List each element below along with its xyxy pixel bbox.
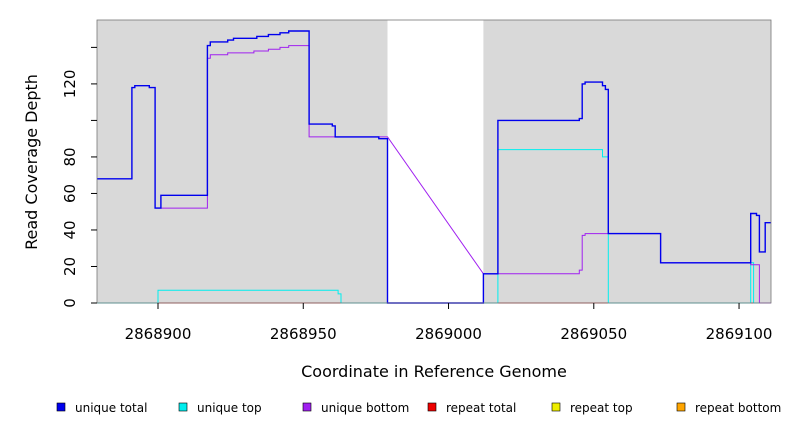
- legend-swatch: [551, 402, 561, 412]
- y-tick-label: 120: [61, 70, 79, 99]
- legend-swatch: [302, 402, 312, 412]
- legend-label: unique top: [197, 401, 262, 415]
- legend-swatch: [427, 402, 437, 412]
- legend-label: repeat bottom: [695, 401, 781, 415]
- plot-frame: [96, 19, 772, 304]
- legend-swatch: [56, 402, 66, 412]
- legend-label: repeat total: [446, 401, 516, 415]
- y-tick-label: 60: [61, 184, 79, 203]
- legend-item: unique top: [178, 401, 262, 415]
- y-tick-label: 0: [61, 298, 79, 308]
- y-axis-label: Read Coverage Depth: [22, 74, 41, 250]
- legend-label: unique total: [75, 401, 147, 415]
- legend-label: unique bottom: [321, 401, 409, 415]
- x-tick-label: 2869100: [706, 325, 773, 343]
- x-tick-label: 2868950: [270, 325, 337, 343]
- x-tick-label: 2869050: [560, 325, 627, 343]
- legend-item: unique total: [56, 401, 147, 415]
- y-tick-label: 80: [61, 147, 79, 166]
- series-line-unique-total: [97, 30, 771, 304]
- x-axis-label: Coordinate in Reference Genome: [301, 362, 567, 381]
- y-tick-label: 20: [61, 257, 79, 276]
- legend-label: repeat top: [570, 401, 633, 415]
- legend-swatch: [178, 402, 188, 412]
- legend-item: unique bottom: [302, 401, 409, 415]
- legend-item: repeat total: [427, 401, 516, 415]
- gap-regions: [387, 20, 484, 303]
- legend: unique total unique top unique bottom repea…: [56, 401, 781, 415]
- legend-item: repeat top: [551, 401, 633, 415]
- axes: 2868900 2868950 2869000 2869050 2869100 0 20 40…: [61, 19, 773, 343]
- legend-item: repeat bottom: [676, 401, 781, 415]
- gap-region: [387, 20, 484, 303]
- x-tick-label: 2868900: [125, 325, 192, 343]
- x-tick-label: 2869000: [415, 325, 482, 343]
- y-tick-label: 40: [61, 220, 79, 239]
- legend-swatch: [676, 402, 686, 412]
